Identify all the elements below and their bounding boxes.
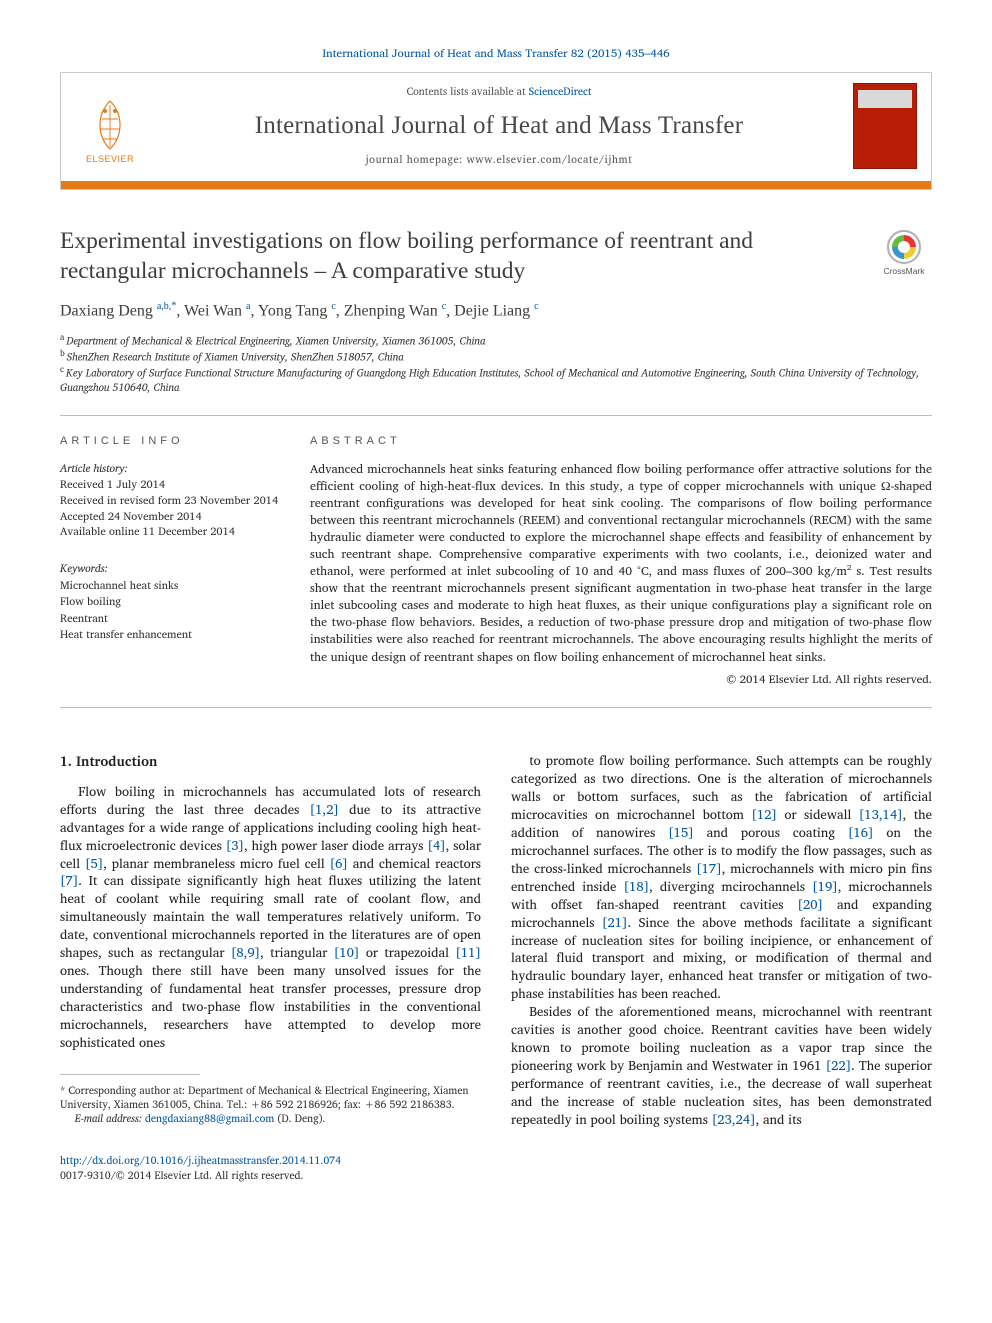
homepage-url[interactable]: www.elsevier.com/locate/ijhmt xyxy=(466,150,632,168)
intro-para-3: Besides of the aforementioned means, mic… xyxy=(511,1003,932,1129)
affiliation: aDepartment of Mechanical & Electrical E… xyxy=(60,332,932,348)
header-bar: ELSEVIER Contents lists available at Sci… xyxy=(61,73,931,181)
title-col: Experimental investigations on flow boil… xyxy=(60,226,856,286)
contents-prefix: Contents lists available at xyxy=(407,82,529,100)
article-title: Experimental investigations on flow boil… xyxy=(60,226,856,286)
homepage-prefix: journal homepage: xyxy=(366,150,467,168)
info-abstract-row: ARTICLE INFO Article history: Received 1… xyxy=(60,434,932,687)
corresponding-footnote: * Corresponding author at: Department of… xyxy=(60,1083,481,1111)
body-col-right: to promote flow boiling performance. Suc… xyxy=(511,752,932,1183)
keyword: Flow boiling xyxy=(60,593,280,610)
email-link[interactable]: dengdaxiang88@gmail.com xyxy=(145,1109,274,1127)
issn-copyright: 0017-9310/© 2014 Elsevier Ltd. All right… xyxy=(60,1166,303,1184)
article-history: Article history: Received 1 July 2014Rec… xyxy=(60,461,280,541)
author-list: Daxiang Deng a,b,*, Wei Wan a, Yong Tang… xyxy=(60,300,932,322)
email-footnote: E-mail address: dengdaxiang88@gmail.com … xyxy=(60,1111,481,1125)
keyword: Heat transfer enhancement xyxy=(60,626,280,643)
accent-rule xyxy=(61,181,931,189)
abstract-copyright: © 2014 Elsevier Ltd. All rights reserved… xyxy=(310,672,932,688)
intro-para-2: to promote flow boiling performance. Suc… xyxy=(511,752,932,1003)
journal-header: ELSEVIER Contents lists available at Sci… xyxy=(60,72,932,190)
email-label: E-mail address: xyxy=(75,1109,142,1127)
elsevier-tree-icon xyxy=(86,97,134,151)
title-row: Experimental investigations on flow boil… xyxy=(60,226,932,286)
footnote-separator xyxy=(60,1074,200,1075)
abstract-text: Advanced microchannels heat sinks featur… xyxy=(310,461,932,666)
rule-above-abstract xyxy=(60,415,932,416)
email-who: (D. Deng). xyxy=(277,1109,325,1127)
article-info-heading: ARTICLE INFO xyxy=(60,434,280,449)
contents-line: Contents lists available at ScienceDirec… xyxy=(155,84,843,98)
section-heading-intro: 1. Introduction xyxy=(60,752,481,771)
crossmark-label: CrossMark xyxy=(876,266,932,277)
keyword: Reentrant xyxy=(60,610,280,627)
history-line: Available online 11 December 2014 xyxy=(60,524,280,540)
homepage-line: journal homepage: www.elsevier.com/locat… xyxy=(155,152,843,166)
doi-block: http://dx.doi.org/10.1016/j.ijheatmasstr… xyxy=(60,1153,481,1182)
intro-para-1: Flow boiling in microchannels has accumu… xyxy=(60,783,481,1052)
crossmark-widget[interactable]: CrossMark xyxy=(876,230,932,277)
body-columns: 1. Introduction Flow boiling in microcha… xyxy=(60,752,932,1183)
abstract-col: ABSTRACT Advanced microchannels heat sin… xyxy=(310,434,932,687)
crossmark-icon xyxy=(887,230,921,264)
page: International Journal of Heat and Mass T… xyxy=(0,0,992,1223)
top-citation: International Journal of Heat and Mass T… xyxy=(60,46,932,62)
keywords-label: Keywords: xyxy=(60,560,280,577)
keyword: Microchannel heat sinks xyxy=(60,577,280,594)
article-info-col: ARTICLE INFO Article history: Received 1… xyxy=(60,434,280,687)
affiliation: cKey Laboratory of Surface Functional St… xyxy=(60,364,932,395)
header-center: Contents lists available at ScienceDirec… xyxy=(145,84,853,166)
keywords-block: Keywords: Microchannel heat sinksFlow bo… xyxy=(60,560,280,643)
journal-cover-thumb xyxy=(853,83,917,169)
affiliation: bShenZhen Research Institute of Xiamen U… xyxy=(60,348,932,364)
publisher-logo: ELSEVIER xyxy=(75,86,145,166)
history-lines: Received 1 July 2014Received in revised … xyxy=(60,477,280,541)
keyword-lines: Microchannel heat sinksFlow boilingReent… xyxy=(60,577,280,643)
rule-below-abstract xyxy=(60,707,932,708)
affiliation-list: aDepartment of Mechanical & Electrical E… xyxy=(60,332,932,395)
sciencedirect-link[interactable]: ScienceDirect xyxy=(529,82,592,100)
journal-name: International Journal of Heat and Mass T… xyxy=(155,109,843,143)
abstract-heading: ABSTRACT xyxy=(310,434,932,449)
body-col-left: 1. Introduction Flow boiling in microcha… xyxy=(60,752,481,1183)
publisher-name: ELSEVIER xyxy=(86,153,134,165)
